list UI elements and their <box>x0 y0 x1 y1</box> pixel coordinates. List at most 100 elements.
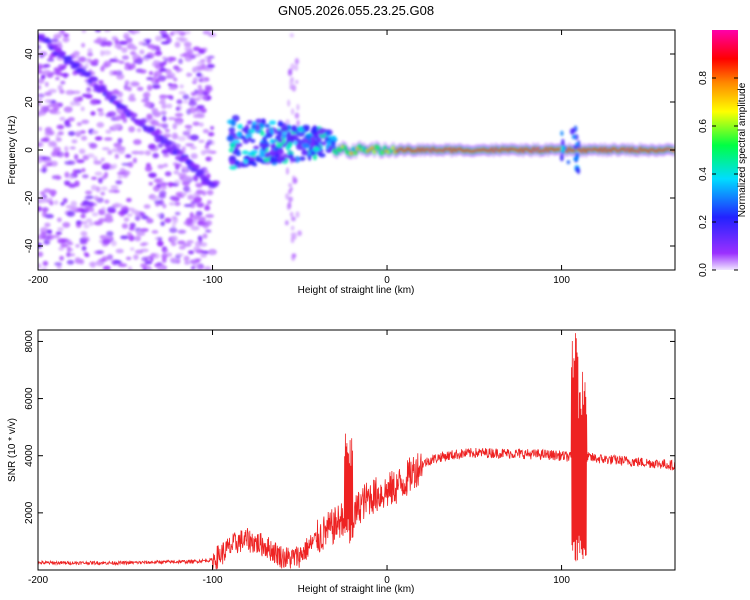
spectrogram-cell <box>243 159 248 164</box>
spectrogram-cell <box>63 119 70 126</box>
spectrogram-cell <box>156 240 164 247</box>
spectrogram-cell <box>125 154 132 159</box>
spectrogram-cell <box>329 135 337 141</box>
spectrogram-cell <box>69 146 76 150</box>
spectrogram-cell <box>85 218 93 223</box>
spectrogram-cell <box>288 182 293 188</box>
spectrogram-cell <box>175 253 184 257</box>
spectrogram-cell <box>75 169 82 174</box>
spectrogram-cell <box>142 42 150 47</box>
spectrogram-cell <box>150 120 160 127</box>
spectrogram-cell <box>46 162 53 167</box>
spectrogram-y-tick-label: -40 <box>24 238 35 253</box>
spectrogram-cell <box>290 125 298 132</box>
colorbar-tick-label: 0.6 <box>698 119 709 133</box>
spectrogram-cell <box>290 236 295 244</box>
spectrogram-cell <box>39 227 49 234</box>
spectrogram-cell <box>143 204 151 209</box>
spectrogram-cell <box>200 253 208 258</box>
spectrogram-cell <box>113 89 119 93</box>
spectrogram-cell <box>57 227 64 232</box>
spectrogram-cell <box>90 184 98 191</box>
spectrogram-cell <box>202 96 208 101</box>
spectrogram-cell <box>185 143 195 147</box>
spectrogram-cell <box>44 222 51 228</box>
spectrogram-cell <box>41 267 48 270</box>
spectrogram-cell <box>148 143 156 150</box>
spectrogram-cell <box>157 164 164 169</box>
spectrogram-cell <box>50 43 59 49</box>
spectrogram-cell <box>101 255 109 262</box>
spectrogram-cell <box>155 202 160 207</box>
spectrogram-cell <box>228 127 236 133</box>
spectrogram-cell <box>310 142 316 148</box>
spectrogram-cell <box>195 189 204 195</box>
spectrogram-cell <box>95 186 101 193</box>
spectrogram-cell <box>189 161 195 168</box>
spectrogram-cell <box>183 41 192 47</box>
spectrogram-cell <box>67 116 75 122</box>
spectrogram-cell <box>74 102 82 106</box>
spectrogram-cell <box>148 181 153 186</box>
spectrogram-cell <box>160 182 167 187</box>
spectrogram-cell <box>121 223 129 229</box>
spectrogram-cell <box>174 41 181 48</box>
spectrogram-cell <box>268 149 277 157</box>
spectrogram-cell <box>105 40 112 47</box>
spectrogram-cell <box>38 78 45 84</box>
spectrogram-cell <box>291 84 297 92</box>
spectrogram-cell <box>153 73 158 79</box>
spectrogram-cell <box>74 54 80 60</box>
spectrogram-cell <box>196 201 205 208</box>
spectrogram-cell <box>58 31 64 37</box>
spectrogram-cell <box>258 123 264 128</box>
spectrogram-cell <box>192 46 201 52</box>
figure-title: GN05.2026.055.23.25.G08 <box>278 3 434 18</box>
spectrogram-cell <box>164 139 173 146</box>
spectrogram-cell <box>38 84 42 91</box>
spectrogram-cell <box>75 222 82 228</box>
spectrogram-cell <box>202 91 209 96</box>
spectrogram-cell <box>172 132 178 139</box>
spectrogram-cell <box>70 200 77 208</box>
spectrogram-cell <box>170 241 177 247</box>
snr-y-tick-label: 4000 <box>24 444 35 467</box>
spectrogram-cell <box>149 126 156 132</box>
spectrogram-cell <box>191 92 196 96</box>
spectrogram-cell <box>38 141 44 148</box>
spectrogram-cell <box>174 211 181 216</box>
spectrogram-cell <box>40 195 48 200</box>
spectrogram-cell <box>101 175 106 180</box>
spectrogram-cell <box>101 147 110 151</box>
spectrogram-cell <box>560 138 565 147</box>
spectrogram-cell <box>165 68 172 76</box>
spectrogram-cell <box>50 71 60 75</box>
spectrogram-cell <box>260 130 265 137</box>
spectrogram-cell <box>248 128 256 134</box>
spectrogram-cell <box>118 60 125 64</box>
spectrogram-cell <box>204 145 210 149</box>
spectrogram-cell <box>85 206 91 213</box>
spectrogram-cell <box>571 134 577 140</box>
spectrogram-cell <box>175 191 185 197</box>
spectrogram-cell <box>148 71 154 76</box>
spectrogram-cell <box>66 259 75 265</box>
spectrogram-cell <box>304 134 313 141</box>
spectrogram-x-tick-label: -200 <box>28 275 48 286</box>
spectrogram-cell <box>117 137 123 144</box>
spectrogram-cell <box>290 108 295 116</box>
spectrogram-cell <box>182 181 190 186</box>
spectrogram-cell <box>114 153 119 159</box>
snr-series-line <box>38 333 675 570</box>
spectrogram-cell <box>141 98 149 103</box>
colorbar-tick-label: 0.8 <box>698 71 709 85</box>
snr-y-tick-label: 6000 <box>24 387 35 410</box>
spectrogram-cell <box>184 46 193 52</box>
spectrogram-cell <box>42 235 51 241</box>
spectrogram-cell <box>126 86 132 92</box>
spectrogram-cell <box>269 120 277 125</box>
spectrogram-cell <box>313 146 319 151</box>
spectrogram-cell <box>112 163 118 169</box>
spectrogram-cell <box>96 108 104 112</box>
snr-x-label: Height of straight line (km) <box>298 584 415 595</box>
